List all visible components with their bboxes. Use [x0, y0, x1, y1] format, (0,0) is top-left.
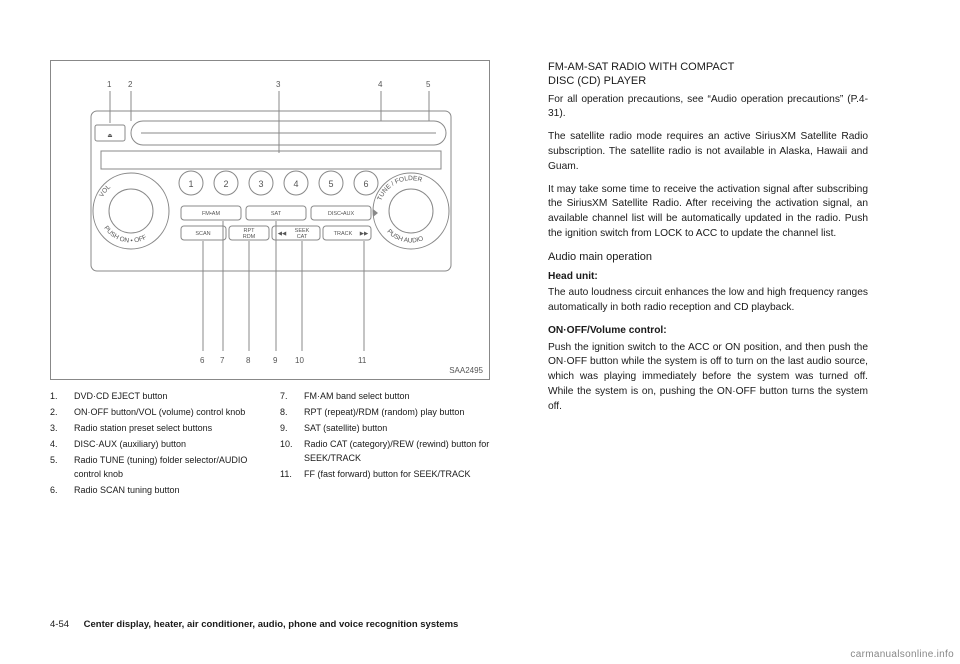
svg-text:VOL: VOL — [98, 183, 112, 198]
page-root: ⏏ 1 2 3 4 5 6 — [0, 0, 960, 664]
radio-diagram: ⏏ 1 2 3 4 5 6 — [50, 60, 490, 380]
svg-text:9: 9 — [273, 356, 278, 365]
svg-text:FM•AM: FM•AM — [202, 211, 221, 217]
svg-text:TUNE / FOLDER: TUNE / FOLDER — [376, 175, 423, 202]
page-footer: 4-54 Center display, heater, air conditi… — [50, 619, 458, 630]
legend-num: 1. — [50, 390, 64, 404]
svg-text:6: 6 — [363, 179, 368, 189]
legend-col-right: 7.FM·AM band select button 8.RPT (repeat… — [280, 390, 490, 500]
svg-text:4: 4 — [378, 80, 383, 89]
svg-text:2: 2 — [223, 179, 228, 189]
svg-text:RDM: RDM — [243, 234, 256, 240]
svg-text:▶▶: ▶▶ — [360, 231, 369, 237]
page-number: 4-54 — [50, 619, 69, 630]
svg-text:10: 10 — [295, 356, 304, 365]
run-head: Head unit: — [548, 270, 868, 285]
section-name: Center display, heater, air conditioner,… — [84, 619, 459, 630]
svg-text:4: 4 — [293, 179, 298, 189]
legend-text: DVD·CD EJECT button — [74, 390, 167, 404]
paragraph: The auto loudness circuit enhances the l… — [548, 286, 868, 316]
section-title: FM-AM-SAT RADIO WITH COMPACT DISC (CD) P… — [548, 60, 868, 89]
svg-text:SCAN: SCAN — [195, 231, 210, 237]
svg-text:CAT: CAT — [297, 234, 308, 240]
svg-text:DISC•AUX: DISC•AUX — [328, 211, 355, 217]
svg-text:3: 3 — [276, 80, 281, 89]
svg-text:8: 8 — [246, 356, 251, 365]
paragraph: For all operation precautions, see “Audi… — [548, 93, 868, 123]
svg-text:PUSH AUDIO: PUSH AUDIO — [385, 228, 424, 244]
svg-text:◀◀: ◀◀ — [278, 231, 287, 237]
svg-text:7: 7 — [220, 356, 225, 365]
sub-heading: Audio main operation — [548, 250, 868, 266]
diagram-code: SAA2495 — [449, 366, 483, 375]
watermark: carmanualsonline.info — [850, 649, 954, 660]
paragraph: It may take some time to receive the act… — [548, 183, 868, 242]
right-column: FM-AM-SAT RADIO WITH COMPACT DISC (CD) P… — [548, 60, 868, 530]
run-head: ON·OFF/Volume control: — [548, 324, 868, 339]
paragraph: Push the ignition switch to the ACC or O… — [548, 341, 868, 415]
legend: 1.DVD·CD EJECT button 2.ON·OFF button/VO… — [50, 390, 520, 500]
svg-text:3: 3 — [258, 179, 263, 189]
left-column: ⏏ 1 2 3 4 5 6 — [50, 60, 520, 530]
legend-col-left: 1.DVD·CD EJECT button 2.ON·OFF button/VO… — [50, 390, 260, 500]
svg-text:11: 11 — [358, 356, 367, 365]
svg-text:⏏: ⏏ — [107, 133, 113, 139]
svg-text:6: 6 — [200, 356, 205, 365]
svg-text:1: 1 — [188, 179, 193, 189]
svg-text:TRACK: TRACK — [334, 231, 353, 237]
svg-text:5: 5 — [426, 80, 431, 89]
svg-text:1: 1 — [107, 80, 112, 89]
svg-text:5: 5 — [328, 179, 333, 189]
svg-text:SAT: SAT — [271, 211, 282, 217]
svg-text:2: 2 — [128, 80, 133, 89]
paragraph: The satellite radio mode requires an act… — [548, 130, 868, 174]
